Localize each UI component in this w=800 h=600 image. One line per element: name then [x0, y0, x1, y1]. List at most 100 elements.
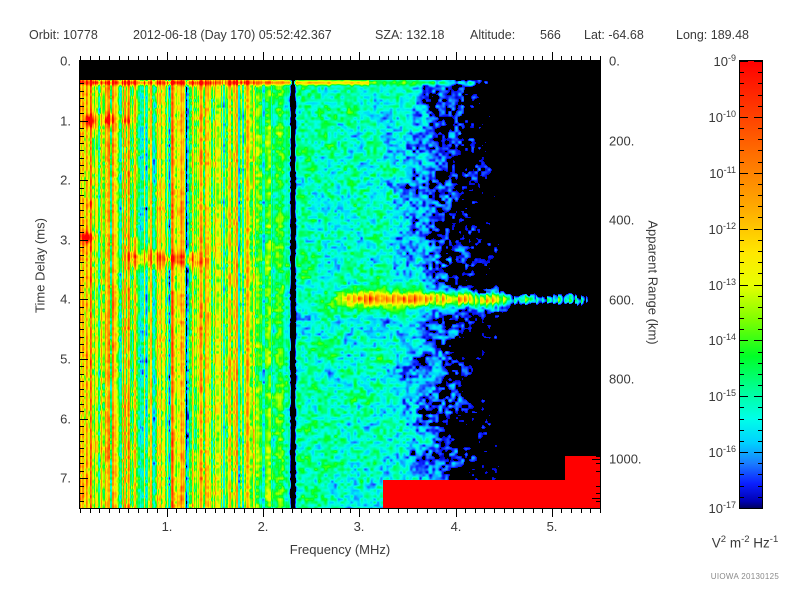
x-tick-minor-top [90, 56, 91, 61]
y-tick-minor-left [79, 411, 84, 412]
y-left-tick-label-6: 6. [60, 411, 71, 427]
colorbar-tick-minor [758, 318, 763, 319]
colorbar-label-0: 10-9 [713, 52, 736, 70]
y-tick-minor-left [79, 255, 84, 256]
y-tick-minor-right [596, 150, 601, 151]
y-right-tick-minor [592, 339, 601, 340]
x-tick-minor [147, 508, 148, 513]
y-left-tick-label-0: 0. [60, 53, 71, 69]
x-tick-minor-top [99, 56, 100, 61]
x-tick-minor-top [157, 56, 158, 61]
colorbar-tick-minor [758, 497, 763, 498]
x-tick-minor [340, 508, 341, 513]
y-tick-minor-right [596, 203, 601, 204]
colorbar-tick-minor [739, 273, 744, 274]
x-tick-minor-top [590, 56, 591, 61]
colorbar-label-5: 10-14 [708, 331, 736, 349]
colorbar-tick-minor [758, 385, 763, 386]
y-tick-minor-right [596, 344, 601, 345]
y-tick-minor-right [596, 210, 601, 211]
colorbar-tick-left-5 [739, 340, 748, 341]
y-tick-minor-right [596, 255, 601, 256]
colorbar-tick-minor [739, 251, 744, 252]
y-tick-minor-right [596, 143, 601, 144]
colorbar-tick-right-4 [754, 285, 763, 286]
x-tick-minor [388, 508, 389, 513]
colorbar-tick-right-8 [754, 508, 763, 509]
colorbar-tick-minor [739, 441, 744, 442]
x-tick-minor-top [330, 56, 331, 61]
x-tick-minor [186, 508, 187, 513]
x-tick-minor-top [436, 56, 437, 61]
y-tick-minor-left [79, 434, 84, 435]
y-tick-minor-left [79, 448, 84, 449]
colorbar-tick-minor [758, 296, 763, 297]
x-tick-major-top [167, 52, 168, 61]
colorbar-tick-minor [758, 463, 763, 464]
colorbar-tick-minor [758, 240, 763, 241]
y-tick-minor-left [79, 374, 84, 375]
colorbar-tick-minor [739, 240, 744, 241]
x-axis-title: Frequency (MHz) [289, 542, 391, 557]
y-tick-minor-left [79, 83, 84, 84]
x-tick-minor-top [128, 56, 129, 61]
x-tick-minor [475, 508, 476, 513]
y-tick-minor-left [79, 68, 84, 69]
x-tick-minor-top [494, 56, 495, 61]
colorbar-tick-minor [758, 374, 763, 375]
x-tick-minor [321, 508, 322, 513]
colorbar-tick-minor [739, 318, 744, 319]
x-tick-minor [379, 508, 380, 513]
x-tick-minor-top [321, 56, 322, 61]
y-tick-minor-right [596, 98, 601, 99]
x-tick-minor-top [571, 56, 572, 61]
y-right-tick-label-1: 200. [609, 133, 635, 149]
y-tick-minor-right [596, 247, 601, 248]
y-tick-minor-right [596, 471, 601, 472]
y-tick-minor-left [79, 165, 84, 166]
y-right-tick-major [592, 61, 601, 62]
colorbar-tick-minor [739, 329, 744, 330]
x-tick-minor [282, 508, 283, 513]
colorbar-tick-minor [758, 72, 763, 73]
x-tick-minor [157, 508, 158, 513]
spectrogram-image [80, 61, 600, 508]
x-tick-minor [244, 508, 245, 513]
y-right-tick-minor [592, 101, 601, 102]
y-tick-minor-right [596, 285, 601, 286]
y-tick-minor-right [596, 426, 601, 427]
colorbar-tick-minor [758, 162, 763, 163]
colorbar-tick-minor [739, 407, 744, 408]
x-tick-minor [571, 508, 572, 513]
colorbar-tick-minor [758, 128, 763, 129]
x-tick-minor [590, 508, 591, 513]
y-tick-minor-left [79, 136, 84, 137]
y-right-tick-minor [592, 180, 601, 181]
x-tick-minor [138, 508, 139, 513]
colorbar-tick-right-5 [754, 340, 763, 341]
x-tick-minor-top [282, 56, 283, 61]
x-tick-minor [484, 508, 485, 513]
colorbar-tick-left-1 [739, 117, 748, 118]
y-tick-minor-right [596, 277, 601, 278]
colorbar-tick-minor [739, 296, 744, 297]
x-tick-minor-top [513, 56, 514, 61]
x-tick-major-top [456, 52, 457, 61]
y-tick-minor-right [596, 337, 601, 338]
colorbar-tick-minor [739, 352, 744, 353]
x-tick-label-2: 3. [353, 519, 365, 534]
y-tick-minor-left [79, 203, 84, 204]
x-tick-minor [224, 508, 225, 513]
y-left-tick-label-3: 3. [60, 232, 71, 248]
y-tick-minor-right [596, 91, 601, 92]
x-tick-minor-top [398, 56, 399, 61]
colorbar-tick-minor [739, 217, 744, 218]
x-tick-minor [369, 508, 370, 513]
x-tick-minor-top [600, 56, 601, 61]
colorbar-tick-minor [739, 463, 744, 464]
x-tick-minor [561, 508, 562, 513]
x-tick-minor [436, 508, 437, 513]
y-tick-minor-right [596, 136, 601, 137]
colorbar-tick-minor [758, 150, 763, 151]
y-tick-minor-left [79, 158, 84, 159]
